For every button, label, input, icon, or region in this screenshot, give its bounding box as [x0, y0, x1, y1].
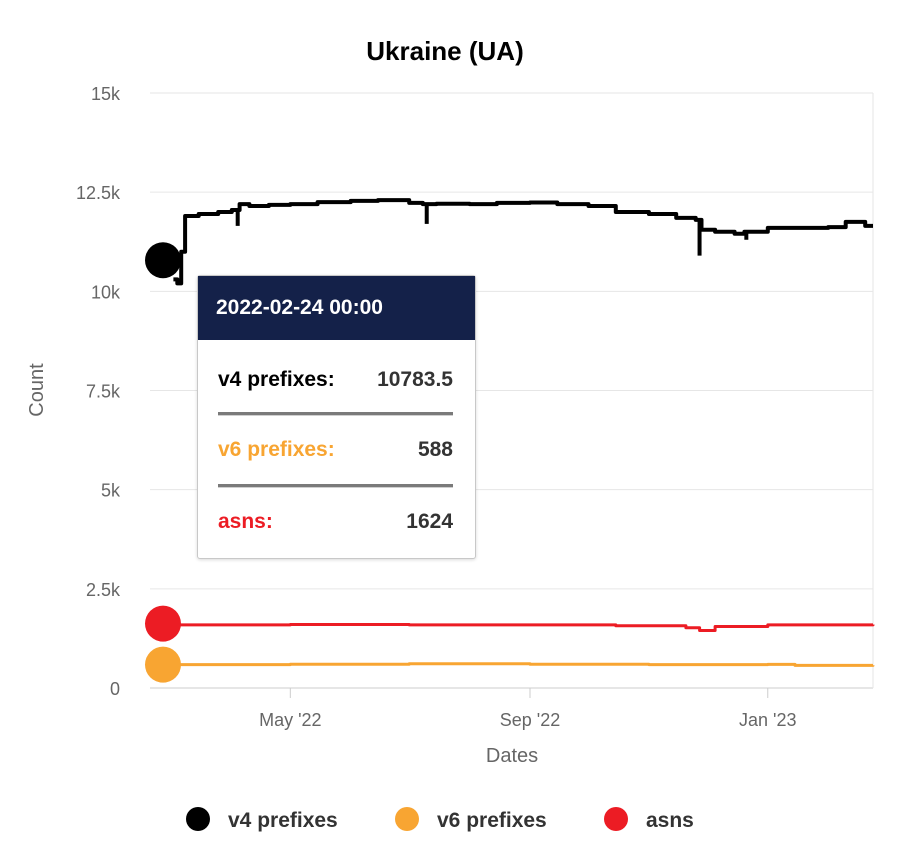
y-tick-label: 15k	[91, 84, 121, 104]
tooltip-separator	[218, 484, 453, 488]
y-tick-label: 0	[110, 679, 120, 699]
x-tick-label: May '22	[259, 710, 321, 730]
series-layer	[173, 198, 875, 667]
x-axis-title: Dates	[486, 745, 538, 767]
series-line-asns	[177, 623, 875, 632]
legend: v4 prefixes v6 prefixes asns	[186, 807, 694, 832]
series-line-v4-prefixes	[173, 198, 873, 286]
tooltip: 2022-02-24 00:00 v4 prefixes: 10783.5 v6…	[197, 275, 476, 559]
hover-markers	[145, 242, 181, 683]
marker-v4-prefixes	[145, 242, 181, 279]
marker-v6-prefixes	[145, 646, 181, 683]
y-tick-label: 2.5k	[86, 580, 121, 600]
legend-marker	[395, 807, 419, 831]
x-axis-ticks: May '22 Sep '22 Jan '23	[259, 688, 797, 730]
y-tick-label: 12.5k	[76, 183, 121, 203]
tooltip-value-v4: 10783.5	[377, 368, 453, 391]
legend-label: asns	[646, 809, 694, 832]
y-tick-label: 7.5k	[86, 382, 121, 402]
tooltip-label-v6: v6 prefixes:	[218, 438, 335, 461]
legend-item-v4-prefixes[interactable]: v4 prefixes	[186, 807, 338, 832]
tooltip-label-asns: asns:	[218, 510, 273, 533]
legend-item-v6-prefixes[interactable]: v6 prefixes	[395, 807, 547, 832]
x-tick-label: Sep '22	[500, 710, 561, 730]
chart-title: Ukraine (UA)	[366, 36, 523, 66]
y-tick-label: 10k	[91, 282, 121, 302]
tooltip-label-v4: v4 prefixes:	[218, 368, 335, 391]
legend-label: v6 prefixes	[437, 809, 547, 832]
tooltip-separator	[218, 412, 453, 416]
legend-marker	[604, 807, 628, 831]
series-line-v6-prefixes	[177, 662, 875, 667]
legend-item-asns[interactable]: asns	[604, 807, 694, 832]
tooltip-date: 2022-02-24 00:00	[198, 276, 475, 340]
y-axis-ticks: 0 2.5k 5k 7.5k 10k 12.5k 15k	[76, 84, 121, 699]
y-tick-label: 5k	[101, 481, 121, 501]
marker-asns	[145, 605, 181, 642]
tooltip-row-v6: v6 prefixes: 588	[218, 438, 453, 468]
legend-label: v4 prefixes	[228, 809, 338, 832]
legend-marker	[186, 807, 210, 831]
x-tick-label: Jan '23	[739, 710, 796, 730]
tooltip-value-asns: 1624	[406, 510, 453, 533]
tooltip-row-asns: asns: 1624	[218, 510, 453, 540]
tooltip-row-v4: v4 prefixes: 10783.5	[218, 368, 453, 398]
tooltip-value-v6: 588	[417, 438, 453, 461]
y-axis-title: Count	[26, 363, 48, 417]
